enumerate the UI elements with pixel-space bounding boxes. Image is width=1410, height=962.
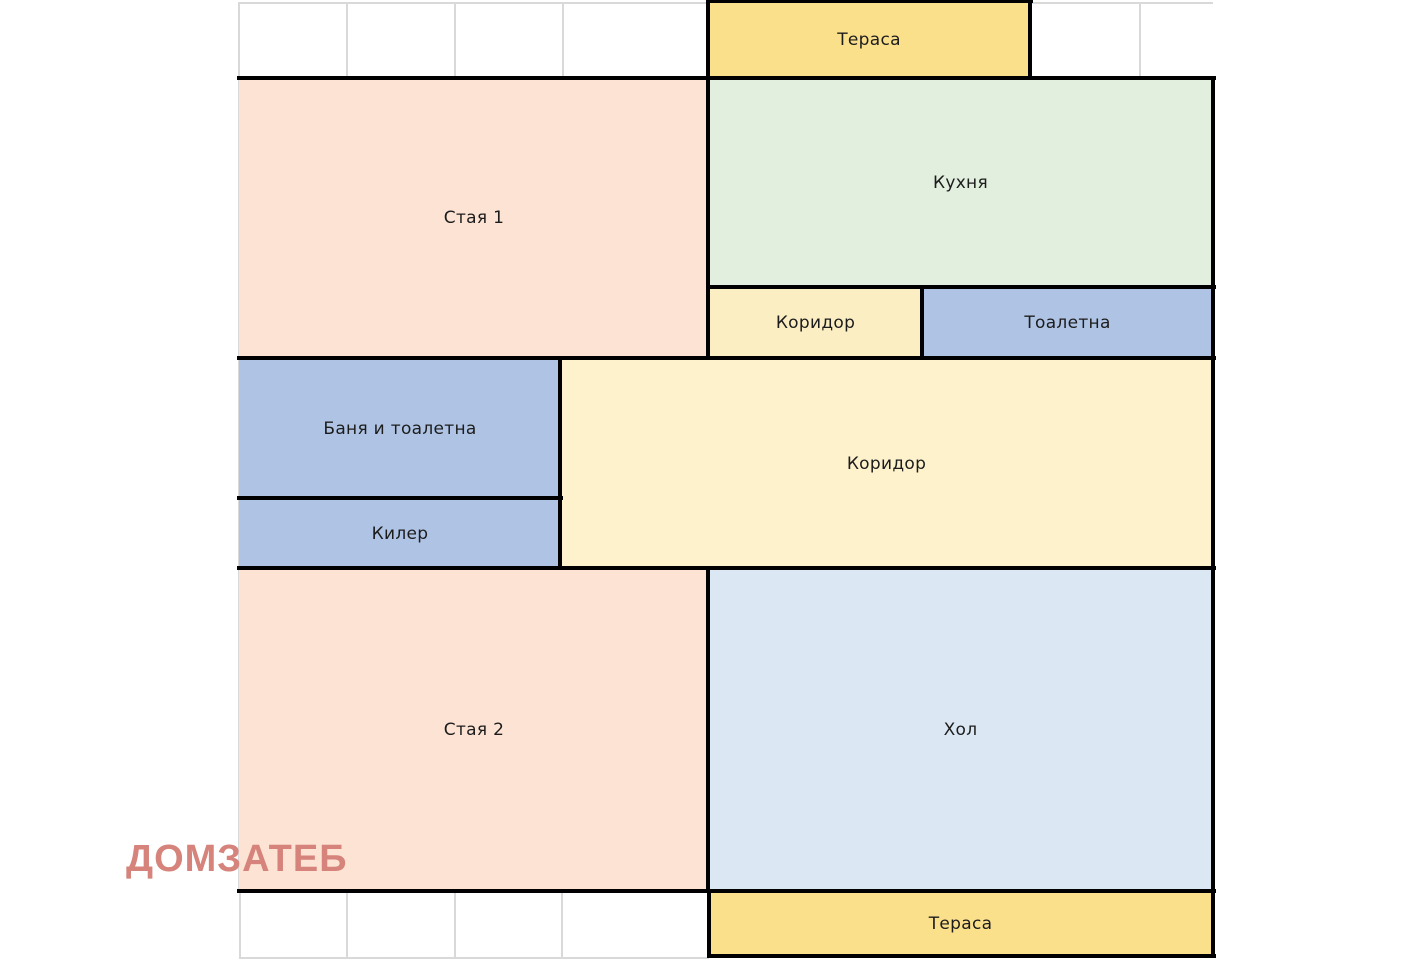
room-label: Баня и тоалетна [323,418,477,439]
wall [706,0,1033,3]
wall [707,954,1216,958]
wall [707,889,711,958]
room-pantry: Килер [239,498,561,569]
watermark-logo: ДОМЗАТЕБ [126,838,348,880]
room-label: Кухня [932,173,989,193]
wall [237,566,1216,570]
room-living: Хол [708,568,1213,892]
gridline [1139,2,1141,78]
gridline [346,2,348,78]
gridline [238,2,240,78]
room-label: Тоалетна [1024,313,1111,333]
wall [706,285,1216,289]
room-label: Тераса [837,30,901,50]
gridline [239,893,241,959]
gridline [346,893,348,959]
room-label: Хол [943,720,978,740]
gridline [454,893,456,959]
room-label: Килер [371,523,429,544]
wall [558,356,562,570]
room-terrace-bottom: Тераса [708,891,1213,956]
gridline [239,2,708,4]
wall [1211,76,1215,958]
room-terrace-top: Тераса [708,2,1030,78]
room-kitchen: Кухня [708,78,1213,288]
room-label: Стая 2 [443,720,505,740]
gridline [1030,2,1213,4]
room-bathroom: Баня и тоалетна [239,358,561,499]
wall [706,76,710,360]
wall [237,356,1216,360]
gridline [561,893,563,959]
room-toilet: Тоалетна [922,287,1213,359]
room-label: Коридор [846,453,927,474]
wall [237,76,1216,80]
room-label: Тераса [928,913,993,934]
gridline [454,2,456,78]
wall [920,285,924,360]
wall [237,889,1216,893]
wall [1028,0,1032,80]
room-label: Стая 1 [443,208,505,228]
room-1: Стая 1 [239,78,709,358]
gridline [562,2,564,78]
room-corridor-small: Коридор [708,287,923,359]
room-2: Стая 2 [239,568,709,892]
room-corridor-main: Коридор [560,358,1213,569]
wall [706,0,710,80]
wall [706,566,710,893]
room-label: Коридор [775,313,856,333]
wall [237,496,563,500]
gridline [240,957,709,959]
